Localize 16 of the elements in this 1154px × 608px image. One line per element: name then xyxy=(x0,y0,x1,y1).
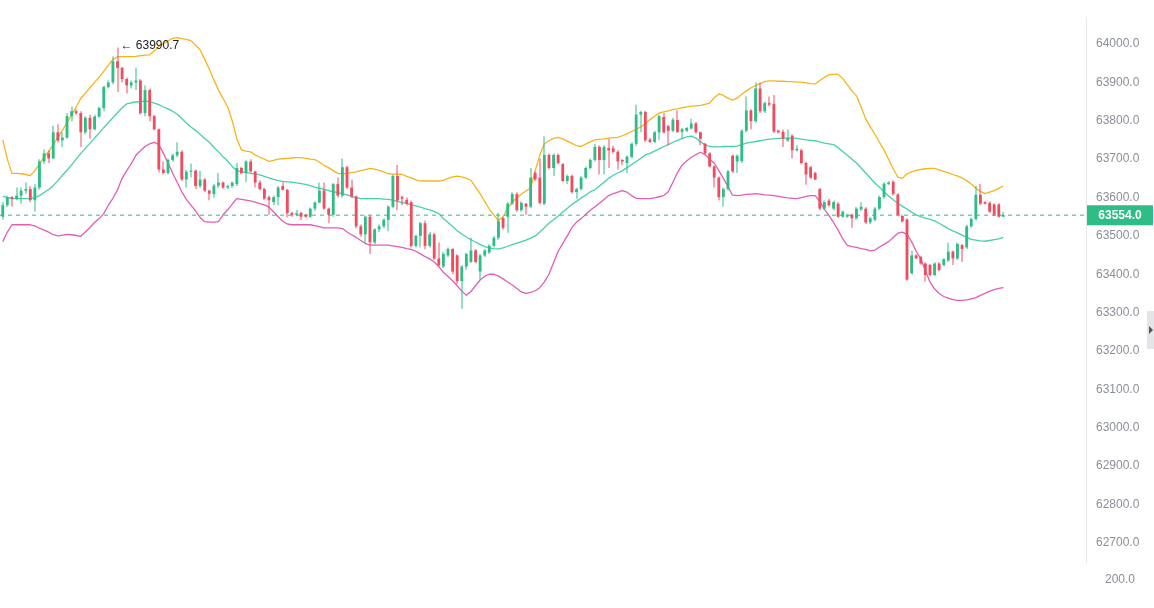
y-tick-label: 63000.0 xyxy=(1096,420,1140,435)
y-tick-label: 63700.0 xyxy=(1096,151,1140,166)
y-tick-label: 63500.0 xyxy=(1096,228,1140,243)
y-tick-label: 62900.0 xyxy=(1096,458,1140,473)
y-tick-label: 62800.0 xyxy=(1096,496,1140,511)
y-tick-label: 63600.0 xyxy=(1096,189,1140,204)
y-tick-label: 62700.0 xyxy=(1096,535,1140,550)
y-tick-label: 64000.0 xyxy=(1096,36,1140,51)
y-tick-label: 63800.0 xyxy=(1096,113,1140,128)
y-tick-label: 63900.0 xyxy=(1096,74,1140,89)
ref-line-label: 63554.0 xyxy=(1098,208,1143,223)
y-tick-label: 63400.0 xyxy=(1096,266,1140,281)
y-tick-label: 63100.0 xyxy=(1096,381,1140,396)
y-tick-label: 63300.0 xyxy=(1096,304,1140,319)
y-tick-label: 63200.0 xyxy=(1096,343,1140,358)
text: 200.0 xyxy=(1104,572,1136,587)
